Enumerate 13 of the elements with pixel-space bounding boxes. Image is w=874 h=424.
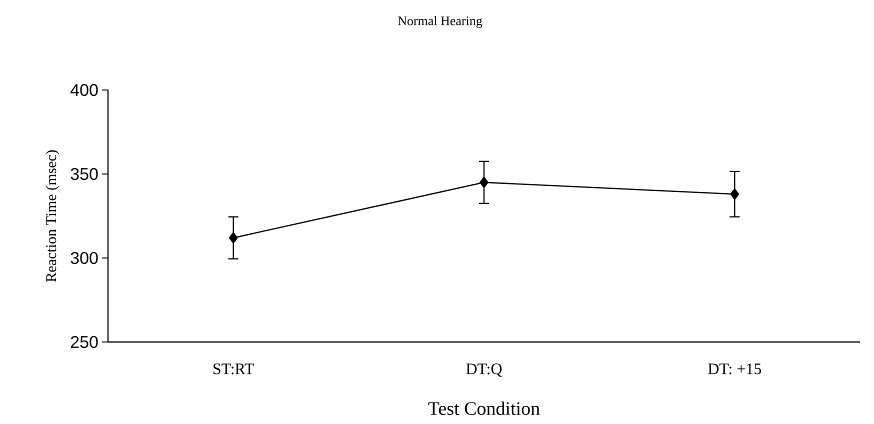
y-tick-label: 250 <box>70 336 98 348</box>
x-tick-label: ST:RT <box>214 364 254 374</box>
y-tick-label: 350 <box>70 168 98 180</box>
x-tick-label: DT:Q <box>466 364 502 377</box>
x-axis-title: Test Condition <box>428 402 540 415</box>
point <box>228 232 238 244</box>
point <box>480 176 488 188</box>
y-tick-label: 400 <box>70 84 98 96</box>
x-tick-label: DT: +15 <box>708 364 762 374</box>
y-tick-label: 300 <box>70 252 98 264</box>
chart-title: Normal Hearing <box>398 16 482 28</box>
point <box>730 188 740 200</box>
y-axis-title: Reaction Time (msec) <box>46 150 60 282</box>
